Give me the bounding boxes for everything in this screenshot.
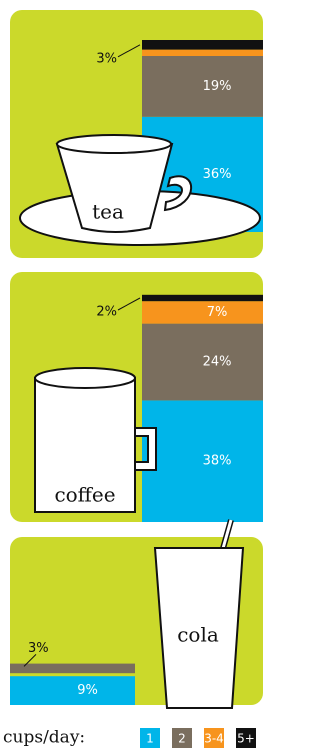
value-label: 2% [96, 305, 117, 320]
cola-illustration: cola [155, 520, 243, 708]
legend-label: 1 [146, 732, 154, 746]
bar-segment [142, 301, 263, 323]
chart: 36% 19% 3% 38% 24% 7% 2% 9% 3% tea coffee cola c… [0, 0, 273, 754]
bar-segment [142, 50, 263, 56]
value-label: 9% [77, 683, 98, 698]
value-label: 3% [28, 641, 49, 656]
value-label: 36% [203, 167, 232, 182]
category-label: cola [177, 623, 219, 647]
category-label: tea [92, 200, 124, 224]
value-label: 7% [207, 305, 228, 320]
value-label: 19% [203, 79, 232, 94]
legend-label: 2 [178, 732, 186, 746]
legend-title: cups/day: [3, 728, 85, 748]
value-label: 38% [203, 454, 232, 469]
value-label: 24% [203, 355, 232, 370]
legend-label: 3-4 [204, 732, 224, 746]
value-label: 3% [96, 51, 117, 66]
bar-segment [10, 676, 135, 705]
bar-segment [142, 40, 263, 50]
bar-segment [142, 295, 263, 301]
legend-label: 5+ [237, 732, 255, 746]
category-label: coffee [54, 483, 115, 507]
bar-segment [10, 664, 135, 674]
